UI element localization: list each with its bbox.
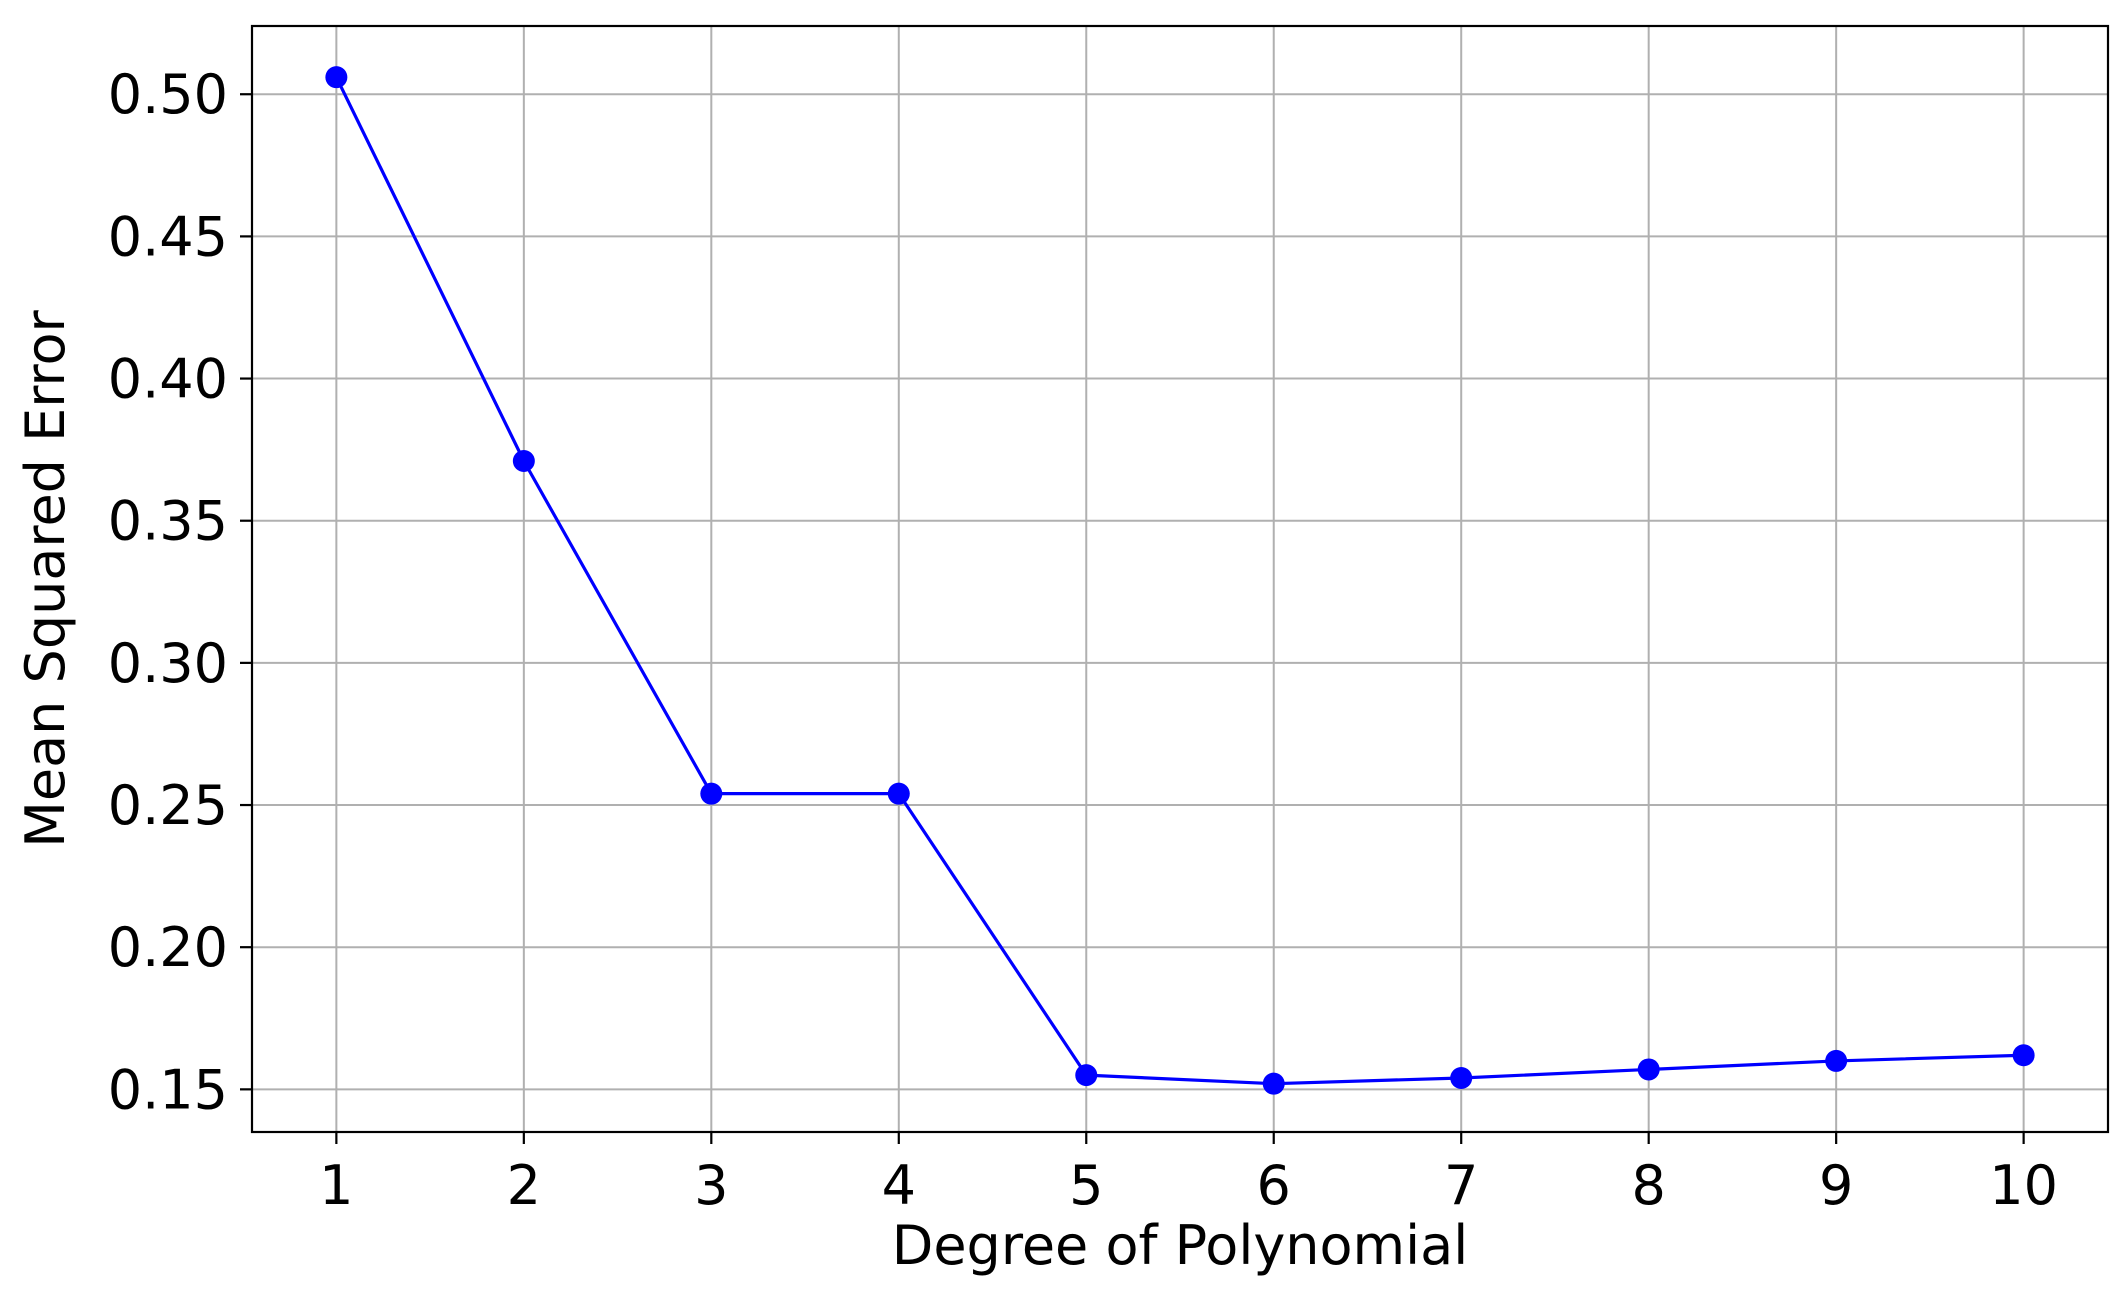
series-line: [334, 75, 2026, 1086]
data-point: [512, 450, 535, 473]
y-tick-label: 0.25: [108, 774, 228, 837]
data-point: [1637, 1058, 1660, 1081]
x-tick-label: 4: [882, 1154, 916, 1217]
data-point: [325, 66, 348, 89]
x-tick-label: 3: [694, 1154, 728, 1217]
plot-area-frame: [250, 24, 2110, 1134]
y-tick-label: 0.35: [108, 490, 228, 553]
y-tick-label: 0.30: [108, 632, 228, 695]
x-tick-label: 8: [1632, 1154, 1666, 1217]
x-tick-label: 10: [1989, 1154, 2058, 1217]
y-tick-label: 0.50: [108, 63, 228, 126]
data-point: [1450, 1066, 1473, 1089]
series: [325, 66, 2035, 1095]
data-point: [1825, 1049, 1848, 1072]
grid: [252, 26, 2108, 1132]
x-tick-label: 9: [1819, 1154, 1853, 1217]
y-tick-label: 0.20: [108, 916, 228, 979]
data-point: [1075, 1064, 1098, 1087]
data-point: [2012, 1044, 2035, 1067]
y-tick-label: 0.15: [108, 1058, 228, 1121]
data-point: [887, 782, 910, 805]
x-tick-label: 6: [1257, 1154, 1291, 1217]
x-tick-label: 7: [1444, 1154, 1478, 1217]
x-axis-label: Degree of Polynomial: [892, 1214, 1469, 1277]
x-tick-label: 2: [507, 1154, 541, 1217]
y-axis-label: Mean Squared Error: [14, 309, 77, 847]
y-tick-label: 0.40: [108, 348, 228, 411]
x-tick-label: 1: [319, 1154, 353, 1217]
y-tick-label: 0.45: [108, 205, 228, 268]
x-tick-label: 5: [1069, 1154, 1103, 1217]
ticks: 1 2 3 4 5 6 7 8 9 10 0.15 0.20 0.25 0.30 0.35 0.40 0.45 0…: [108, 63, 2058, 1217]
data-point: [1262, 1072, 1285, 1095]
data-point: [700, 782, 723, 805]
